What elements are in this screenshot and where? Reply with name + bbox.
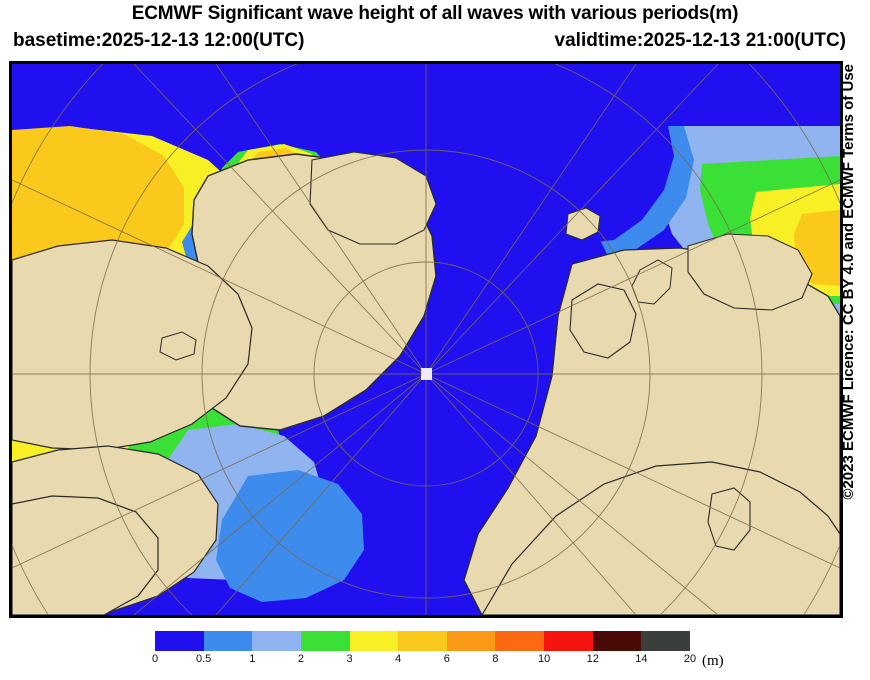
validtime-label: validtime:2025-12-13 21:00(UTC) xyxy=(554,30,846,51)
copyright-text: ©2023 ECMWF Licence: CC BY 4.0 and ECMWF… xyxy=(840,64,857,500)
chart-header: ECMWF Significant wave height of all wav… xyxy=(0,0,870,58)
colorbar-tick: 1 xyxy=(249,653,256,665)
colorbar-tick: 0.5 xyxy=(195,653,212,665)
colorbar-tick-labels: 0 0.5 1 2 3 4 6 8 10 12 14 20 xyxy=(151,653,696,671)
colorbar-band xyxy=(544,631,593,651)
colorbar-band xyxy=(300,631,350,651)
colorbar-tick: 20 xyxy=(683,653,697,665)
colorbar-band xyxy=(641,631,691,651)
colorbar-band xyxy=(592,631,642,651)
colorbar-tick: 8 xyxy=(492,653,499,665)
colorbar-band xyxy=(155,631,204,651)
colorbar-tick: 2 xyxy=(297,653,304,665)
colorbar-band xyxy=(398,631,447,651)
colorbar-band xyxy=(446,631,496,651)
colorbar-tick: 0 xyxy=(151,653,159,665)
colorbar xyxy=(155,631,691,651)
page-title: ECMWF Significant wave height of all wav… xyxy=(131,3,739,24)
colorbar-tick: 6 xyxy=(443,653,450,665)
map-panel[interactable] xyxy=(9,61,843,618)
colorbar-tick: 4 xyxy=(395,653,402,665)
colorbar-band xyxy=(252,631,301,651)
colorbar-band xyxy=(495,631,545,651)
colorbar-tick: 10 xyxy=(537,653,551,665)
basetime-label: basetime:2025-12-13 12:00(UTC) xyxy=(13,30,305,51)
colorbar-band xyxy=(349,631,399,651)
colorbar-band xyxy=(203,631,253,651)
copyright-notice: ©2023 ECMWF Licence: CC BY 4.0 and ECMWF… xyxy=(838,62,860,618)
colorbar-tick: 3 xyxy=(346,653,353,665)
wave-height-map xyxy=(12,64,840,615)
colorbar-tick: 14 xyxy=(635,653,648,665)
colorbar-tick: 12 xyxy=(586,653,599,665)
colorbar-unit-label: (m) xyxy=(702,653,724,669)
colorbar-legend: 0 0.5 1 2 3 4 6 8 10 12 14 20 (m) xyxy=(0,626,870,676)
